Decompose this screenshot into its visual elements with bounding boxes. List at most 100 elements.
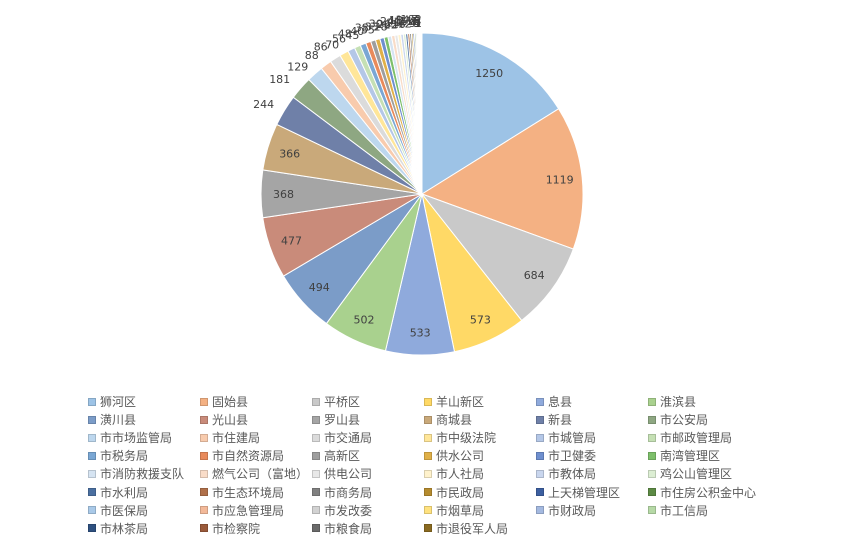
legend-swatch bbox=[424, 524, 432, 533]
legend-item: 供电公司 bbox=[312, 465, 372, 483]
pie-slice-1 bbox=[420, 108, 584, 250]
legend-item: 高新区 bbox=[312, 447, 360, 465]
legend-label: 羊山新区 bbox=[436, 395, 485, 409]
slice-data-label-43: 3 bbox=[414, 15, 421, 28]
legend-item: 市交通局 bbox=[312, 429, 372, 447]
legend-swatch bbox=[88, 451, 96, 460]
slice-data-label-22: 33 bbox=[365, 20, 379, 33]
legend-item: 市财政局 bbox=[536, 502, 596, 520]
legend-label: 固始县 bbox=[212, 395, 249, 409]
slice-data-label-2: 684 bbox=[524, 269, 545, 282]
legend-swatch bbox=[312, 506, 320, 515]
slice-data-label-25: 26 bbox=[377, 18, 391, 31]
legend-swatch bbox=[200, 506, 208, 515]
legend-swatch bbox=[536, 488, 544, 496]
legend-swatch bbox=[200, 451, 208, 460]
legend-item: 潢川县 bbox=[88, 411, 136, 429]
slice-data-label-3: 573 bbox=[470, 314, 491, 327]
legend-label: 市退役军人局 bbox=[436, 521, 509, 536]
legend-label: 市卫健委 bbox=[548, 449, 597, 464]
legend-label: 市烟草局 bbox=[436, 503, 485, 518]
slice-data-label-42: 3 bbox=[414, 17, 421, 30]
legend-swatch bbox=[424, 415, 432, 424]
legend-item: 市消防救援支队 bbox=[88, 465, 184, 483]
legend-swatch bbox=[88, 524, 96, 533]
legend-item: 市中级法院 bbox=[424, 429, 496, 447]
slice-data-label-37: 8 bbox=[410, 15, 417, 28]
legend-swatch bbox=[88, 506, 96, 515]
slice-data-label-20: 38 bbox=[355, 21, 369, 34]
legend-label: 市消防救援支队 bbox=[100, 467, 185, 482]
legend-swatch bbox=[312, 524, 320, 533]
legend-label: 市邮政管理局 bbox=[660, 431, 733, 446]
legend-item: 光山县 bbox=[200, 411, 248, 429]
legend-label: 南湾管理区 bbox=[660, 449, 721, 464]
legend-label: 高新区 bbox=[324, 449, 361, 464]
legend-label: 市住建局 bbox=[212, 431, 261, 446]
slice-data-label-16: 56 bbox=[332, 33, 346, 46]
legend-item: 新县 bbox=[536, 411, 572, 429]
slice-data-label-11: 181 bbox=[269, 73, 290, 86]
legend-swatch bbox=[88, 469, 96, 478]
legend-swatch bbox=[312, 451, 320, 460]
legend-label: 市水利局 bbox=[100, 485, 149, 500]
legend-swatch bbox=[536, 506, 544, 515]
legend-swatch bbox=[312, 469, 320, 478]
legend-label: 市生态环境局 bbox=[212, 485, 285, 500]
legend-swatch bbox=[312, 415, 320, 424]
legend-swatch bbox=[424, 433, 432, 442]
slice-data-label-27: 22 bbox=[384, 19, 398, 32]
legend-swatch bbox=[424, 451, 432, 460]
legend-swatch bbox=[536, 415, 544, 424]
legend-swatch bbox=[648, 469, 656, 478]
legend-item: 商城县 bbox=[424, 411, 472, 429]
legend-label: 市税务局 bbox=[100, 449, 149, 464]
legend-label: 潢川县 bbox=[100, 413, 137, 428]
legend-label: 息县 bbox=[548, 395, 573, 409]
slice-data-label-21: 35 bbox=[361, 24, 375, 37]
legend-swatch bbox=[200, 488, 208, 496]
slice-data-label-14: 86 bbox=[314, 41, 328, 54]
legend-item: 罗山县 bbox=[312, 411, 360, 429]
legend-label: 市商务局 bbox=[324, 485, 373, 500]
legend-item: 市城管局 bbox=[536, 429, 596, 447]
legend-swatch bbox=[424, 506, 432, 515]
slice-data-label-26: 24 bbox=[380, 15, 394, 28]
legend-label: 市城管局 bbox=[548, 431, 597, 446]
slice-data-label-8: 368 bbox=[273, 188, 294, 201]
legend-swatch bbox=[200, 433, 208, 442]
legend-label: 市医保局 bbox=[100, 503, 149, 518]
slice-data-label-40: 5 bbox=[413, 15, 420, 28]
legend-item: 市医保局 bbox=[88, 502, 148, 520]
legend-label: 市工信局 bbox=[660, 503, 709, 518]
legend-swatch bbox=[648, 433, 656, 442]
slice-data-label-9: 366 bbox=[279, 147, 300, 160]
legend-item: 市发改委 bbox=[312, 502, 372, 520]
legend-item: 市人社局 bbox=[424, 465, 484, 483]
slice-data-label-44: 2 bbox=[415, 13, 422, 26]
legend-label: 市民政局 bbox=[436, 485, 485, 500]
pie-slice-2 bbox=[420, 192, 574, 322]
legend-label: 市市场监管局 bbox=[100, 431, 173, 446]
legend-item: 供水公司 bbox=[424, 447, 484, 465]
legend-item: 市住建局 bbox=[200, 429, 260, 447]
legend-label: 狮河区 bbox=[100, 395, 137, 409]
legend-item: 鸡公山管理区 bbox=[648, 465, 732, 483]
slice-data-label-41: 4 bbox=[413, 13, 420, 26]
legend-label: 市人社局 bbox=[436, 467, 485, 482]
slice-data-label-10: 244 bbox=[253, 98, 274, 111]
legend-swatch bbox=[648, 397, 656, 406]
legend-label: 市交通局 bbox=[324, 431, 373, 446]
legend-swatch bbox=[536, 433, 544, 442]
legend-swatch bbox=[200, 397, 208, 406]
legend-item: 市住房公积金中心 bbox=[648, 484, 756, 502]
pie-slice-0 bbox=[421, 32, 560, 195]
legend-label: 市粮食局 bbox=[324, 521, 373, 536]
legend-item: 市税务局 bbox=[88, 447, 148, 465]
slice-data-label-33: 12 bbox=[398, 17, 412, 30]
legend-item: 固始县 bbox=[200, 393, 248, 411]
legend-item: 市商务局 bbox=[312, 484, 372, 502]
legend-label: 市住房公积金中心 bbox=[660, 485, 757, 500]
legend-swatch bbox=[200, 469, 208, 478]
legend-swatch bbox=[648, 415, 656, 424]
